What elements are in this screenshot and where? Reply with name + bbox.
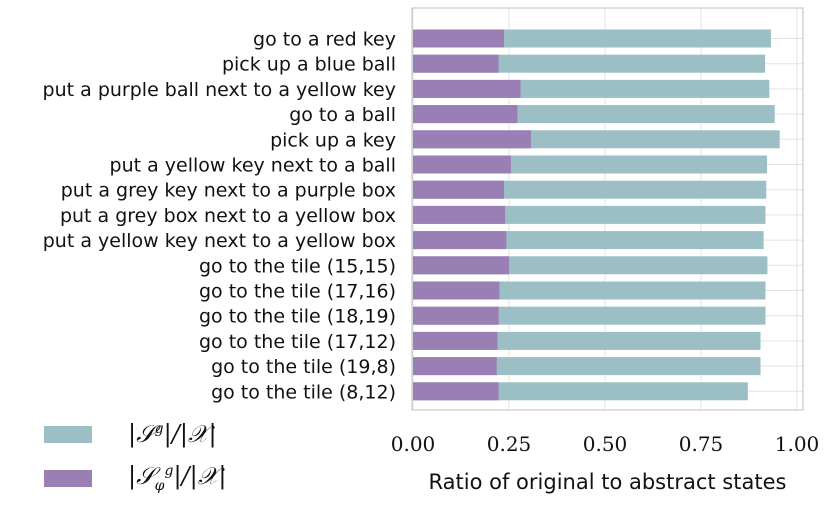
category-label-4: pick up a key: [270, 129, 396, 151]
bar-series-2-0: [413, 29, 505, 48]
bar-series-2-6: [413, 180, 505, 199]
x-tick-label-2: 0.50: [583, 432, 628, 456]
x-tick-label-4: 1.00: [775, 432, 820, 456]
bar-series-2-5: [413, 155, 511, 174]
legend-swatch-original: [44, 425, 92, 443]
bar-series-2-7: [413, 205, 506, 224]
bar-series-2-11: [413, 306, 499, 325]
category-label-13: go to the tile (19,8): [211, 356, 396, 378]
legend-item-original: |𝒮g|/|𝒳|: [44, 412, 226, 456]
category-label-9: go to the tile (15,15): [199, 255, 396, 277]
category-label-6: put a grey key next to a purple box: [61, 180, 396, 202]
category-label-14: go to the tile (8,12): [211, 381, 396, 403]
category-label-10: go to the tile (17,16): [199, 281, 396, 303]
x-tick-labels: 0.00 0.25 0.50 0.75 1.00: [391, 432, 820, 456]
bars-series-2: [413, 29, 531, 401]
category-label-12: go to the tile (17,12): [199, 331, 396, 353]
category-label-0: go to a red key: [253, 29, 396, 51]
bar-series-2-12: [413, 331, 498, 350]
plot-frame: [411, 7, 804, 411]
x-tick-label-1: 0.25: [487, 432, 532, 456]
category-label-5: put a yellow key next to a ball: [110, 155, 396, 177]
legend-item-abstract: |𝒮φg|/|𝒳|: [44, 456, 226, 500]
bar-series-2-13: [413, 357, 497, 376]
bar-series-1-11: [413, 306, 766, 325]
legend-label-abstract: |𝒮φg|/|𝒳|: [128, 462, 227, 494]
category-label-2: put a purple ball next to a yellow key: [43, 79, 396, 101]
bar-series-1-10: [413, 281, 766, 300]
bar-series-1-12: [413, 331, 761, 350]
bar-series-2-10: [413, 281, 500, 300]
x-tick-label-0: 0.00: [391, 432, 436, 456]
category-label-3: go to a ball: [289, 104, 396, 126]
bar-series-2-1: [413, 54, 499, 73]
x-tick-label-3: 0.75: [679, 432, 724, 456]
category-label-7: put a grey box next to a yellow box: [60, 205, 396, 227]
category-label-8: put a yellow key next to a yellow box: [43, 230, 396, 252]
legend: |𝒮g|/|𝒳| |𝒮φg|/|𝒳|: [44, 412, 226, 500]
category-labels: go to a red key pick up a blue ball put a …: [43, 29, 396, 404]
category-label-11: go to the tile (18,19): [199, 306, 396, 328]
x-axis-title: Ratio of original to abstract states: [429, 470, 787, 494]
category-label-1: pick up a blue ball: [222, 54, 396, 76]
bar-series-1-13: [413, 357, 761, 376]
bar-series-2-9: [413, 256, 509, 275]
bar-series-2-3: [413, 105, 518, 124]
bar-series-2-8: [413, 231, 507, 250]
bar-series-2-14: [413, 382, 499, 401]
legend-swatch-abstract: [44, 469, 92, 487]
bar-series-2-2: [413, 79, 521, 98]
bar-series-1-1: [413, 54, 766, 73]
bar-series-2-4: [413, 130, 531, 149]
legend-label-original: |𝒮g|/|𝒳|: [128, 420, 217, 448]
